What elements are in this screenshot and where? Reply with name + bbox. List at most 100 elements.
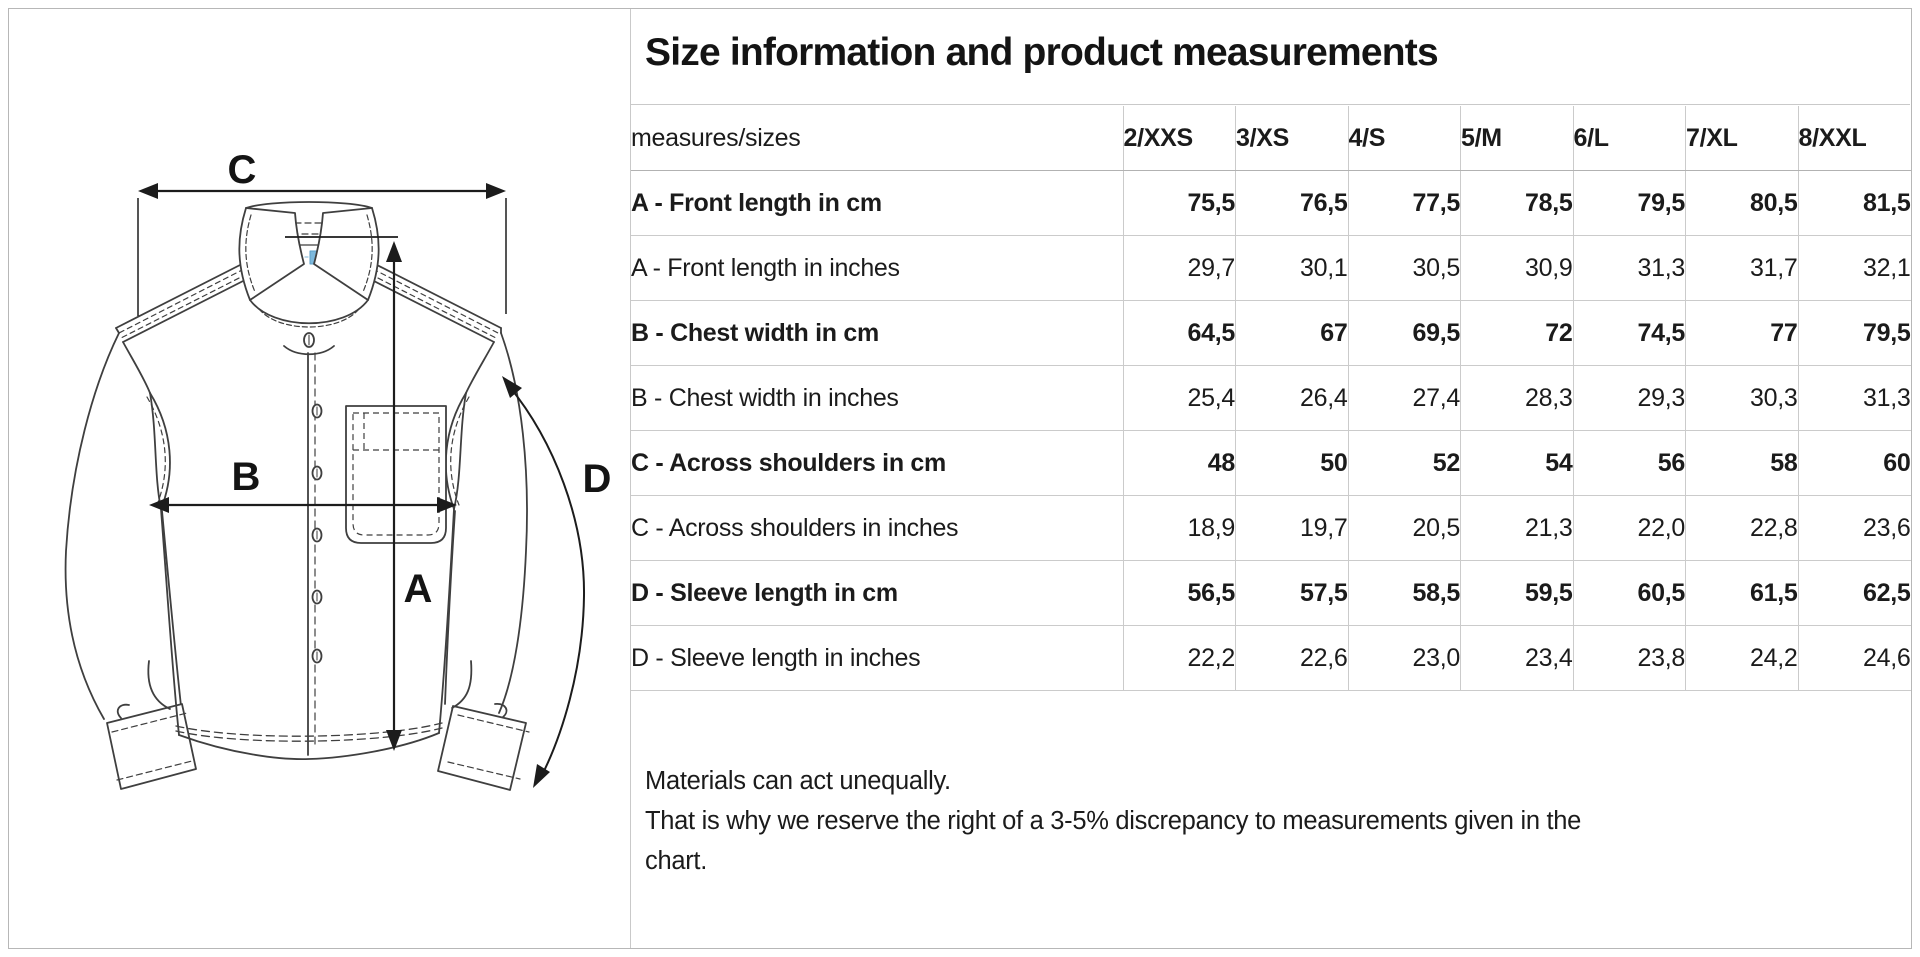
value-cell: 52	[1347, 430, 1461, 496]
dimension-a	[285, 236, 402, 751]
footnote: Materials can act unequally. That is why…	[645, 761, 1581, 881]
table-row: D - Sleeve length in cm 56,5 57,5 58,5 59,5 6…	[631, 560, 1911, 626]
table-header-row: measures/sizes 2/XXS 3/XS 4/S 5/M 6/L 7/XL 8/XX…	[631, 106, 1911, 171]
table-row: C - Across shoulders in inches 18,9 19,7 20…	[631, 495, 1911, 561]
button-placket	[307, 352, 323, 756]
value-cell: 29,3	[1572, 365, 1686, 431]
shirt-diagram-panel: C A B D	[9, 9, 631, 948]
value-cell: 54	[1460, 430, 1573, 496]
measure-label-cell: B - Chest width in inches	[631, 365, 1123, 431]
value-cell: 23,0	[1347, 625, 1461, 691]
measure-label-cell: A - Front length in cm	[631, 170, 1123, 236]
dimension-lines	[137, 183, 586, 788]
measures-sizes-header: measures/sizes	[631, 106, 1123, 171]
value-cell: 58,5	[1347, 560, 1461, 626]
table-row: A - Front length in cm 75,5 76,5 77,5 78,5 79…	[631, 170, 1911, 236]
value-cell: 29,7	[1122, 235, 1236, 301]
footnote-line: That is why we reserve the right of a 3-…	[645, 807, 1582, 835]
size-column-header: 2/XXS	[1122, 106, 1236, 171]
placket-buttons	[311, 403, 323, 664]
value-cell: 57,5	[1235, 560, 1348, 626]
dim-label-a: A	[404, 567, 433, 611]
value-cell: 23,4	[1460, 625, 1573, 691]
value-cell: 18,9	[1122, 495, 1236, 561]
size-info-sheet: C A B D Size information and product mea…	[8, 8, 1912, 949]
value-cell: 75,5	[1122, 170, 1236, 236]
size-column-header: 4/S	[1347, 106, 1461, 171]
value-cell: 50	[1235, 430, 1348, 496]
dimension-labels: C A B D	[228, 148, 612, 611]
value-cell: 22,0	[1572, 495, 1686, 561]
table-row: A - Front length in inches 29,7 30,1 30,5 30…	[631, 235, 1911, 301]
value-cell: 80,5	[1685, 170, 1798, 236]
size-table: measures/sizes 2/XXS 3/XS 4/S 5/M 6/L 7/XL 8/XX…	[631, 106, 1911, 691]
value-cell: 24,6	[1797, 625, 1911, 691]
value-cell: 27,4	[1347, 365, 1461, 431]
dim-label-d: D	[583, 457, 612, 501]
dim-label-b: B	[232, 455, 261, 499]
chest-pocket	[345, 405, 447, 544]
value-cell: 21,3	[1460, 495, 1573, 561]
value-cell: 69,5	[1347, 300, 1461, 366]
page-title: Size information and product measurement…	[645, 31, 1439, 74]
value-cell: 77	[1685, 300, 1798, 366]
size-column-header: 7/XL	[1685, 106, 1798, 171]
value-cell: 79,5	[1572, 170, 1686, 236]
dimension-b	[149, 497, 457, 513]
value-cell: 30,9	[1460, 235, 1573, 301]
value-cell: 30,1	[1235, 235, 1348, 301]
value-cell: 78,5	[1460, 170, 1573, 236]
measure-label-cell: C - Across shoulders in cm	[631, 430, 1123, 496]
value-cell: 20,5	[1347, 495, 1461, 561]
measure-label-cell: D - Sleeve length in inches	[631, 625, 1123, 691]
value-cell: 31,3	[1797, 365, 1911, 431]
value-cell: 62,5	[1797, 560, 1911, 626]
shirt-outline	[64, 263, 530, 791]
title-block: Size information and product measurement…	[631, 9, 1910, 105]
value-cell: 26,4	[1235, 365, 1348, 431]
value-cell: 81,5	[1797, 170, 1911, 236]
value-cell: 60,5	[1572, 560, 1686, 626]
size-column-header: 3/XS	[1235, 106, 1348, 171]
value-cell: 23,6	[1797, 495, 1911, 561]
footnote-line: Materials can act unequally.	[645, 767, 951, 795]
value-cell: 60	[1797, 430, 1911, 496]
value-cell: 59,5	[1460, 560, 1573, 626]
measure-label-cell: C - Across shoulders in inches	[631, 495, 1123, 561]
measure-label-cell: A - Front length in inches	[631, 235, 1123, 301]
value-cell: 58	[1685, 430, 1798, 496]
value-cell: 19,7	[1235, 495, 1348, 561]
value-cell: 79,5	[1797, 300, 1911, 366]
footnote-line: chart.	[645, 847, 707, 875]
value-cell: 31,7	[1685, 235, 1798, 301]
value-cell: 24,2	[1685, 625, 1798, 691]
table-row: B - Chest width in cm 64,5 67 69,5 72 74,5 77 7…	[631, 300, 1911, 366]
size-column-header: 6/L	[1572, 106, 1686, 171]
value-cell: 23,8	[1572, 625, 1686, 691]
value-cell: 30,3	[1685, 365, 1798, 431]
value-cell: 64,5	[1122, 300, 1236, 366]
value-cell: 22,8	[1685, 495, 1798, 561]
value-cell: 77,5	[1347, 170, 1461, 236]
value-cell: 67	[1235, 300, 1348, 366]
value-cell: 30,5	[1347, 235, 1461, 301]
value-cell: 31,3	[1572, 235, 1686, 301]
value-cell: 56,5	[1122, 560, 1236, 626]
value-cell: 74,5	[1572, 300, 1686, 366]
shirt-diagram: C A B D	[64, 148, 612, 791]
value-cell: 48	[1122, 430, 1236, 496]
table-row: B - Chest width in inches 25,4 26,4 27,4 28,…	[631, 365, 1911, 431]
value-cell: 25,4	[1122, 365, 1236, 431]
size-column-header: 8/XXL	[1797, 106, 1911, 171]
value-cell: 22,6	[1235, 625, 1348, 691]
table-row: C - Across shoulders in cm 48 50 52 54 56 58 60	[631, 430, 1911, 496]
dimension-c	[137, 183, 507, 316]
value-cell: 61,5	[1685, 560, 1798, 626]
value-cell: 22,2	[1122, 625, 1236, 691]
measure-label-cell: B - Chest width in cm	[631, 300, 1123, 366]
measure-label-cell: D - Sleeve length in cm	[631, 560, 1123, 626]
value-cell: 76,5	[1235, 170, 1348, 236]
dim-label-c: C	[228, 148, 257, 192]
dimension-d	[502, 376, 586, 788]
